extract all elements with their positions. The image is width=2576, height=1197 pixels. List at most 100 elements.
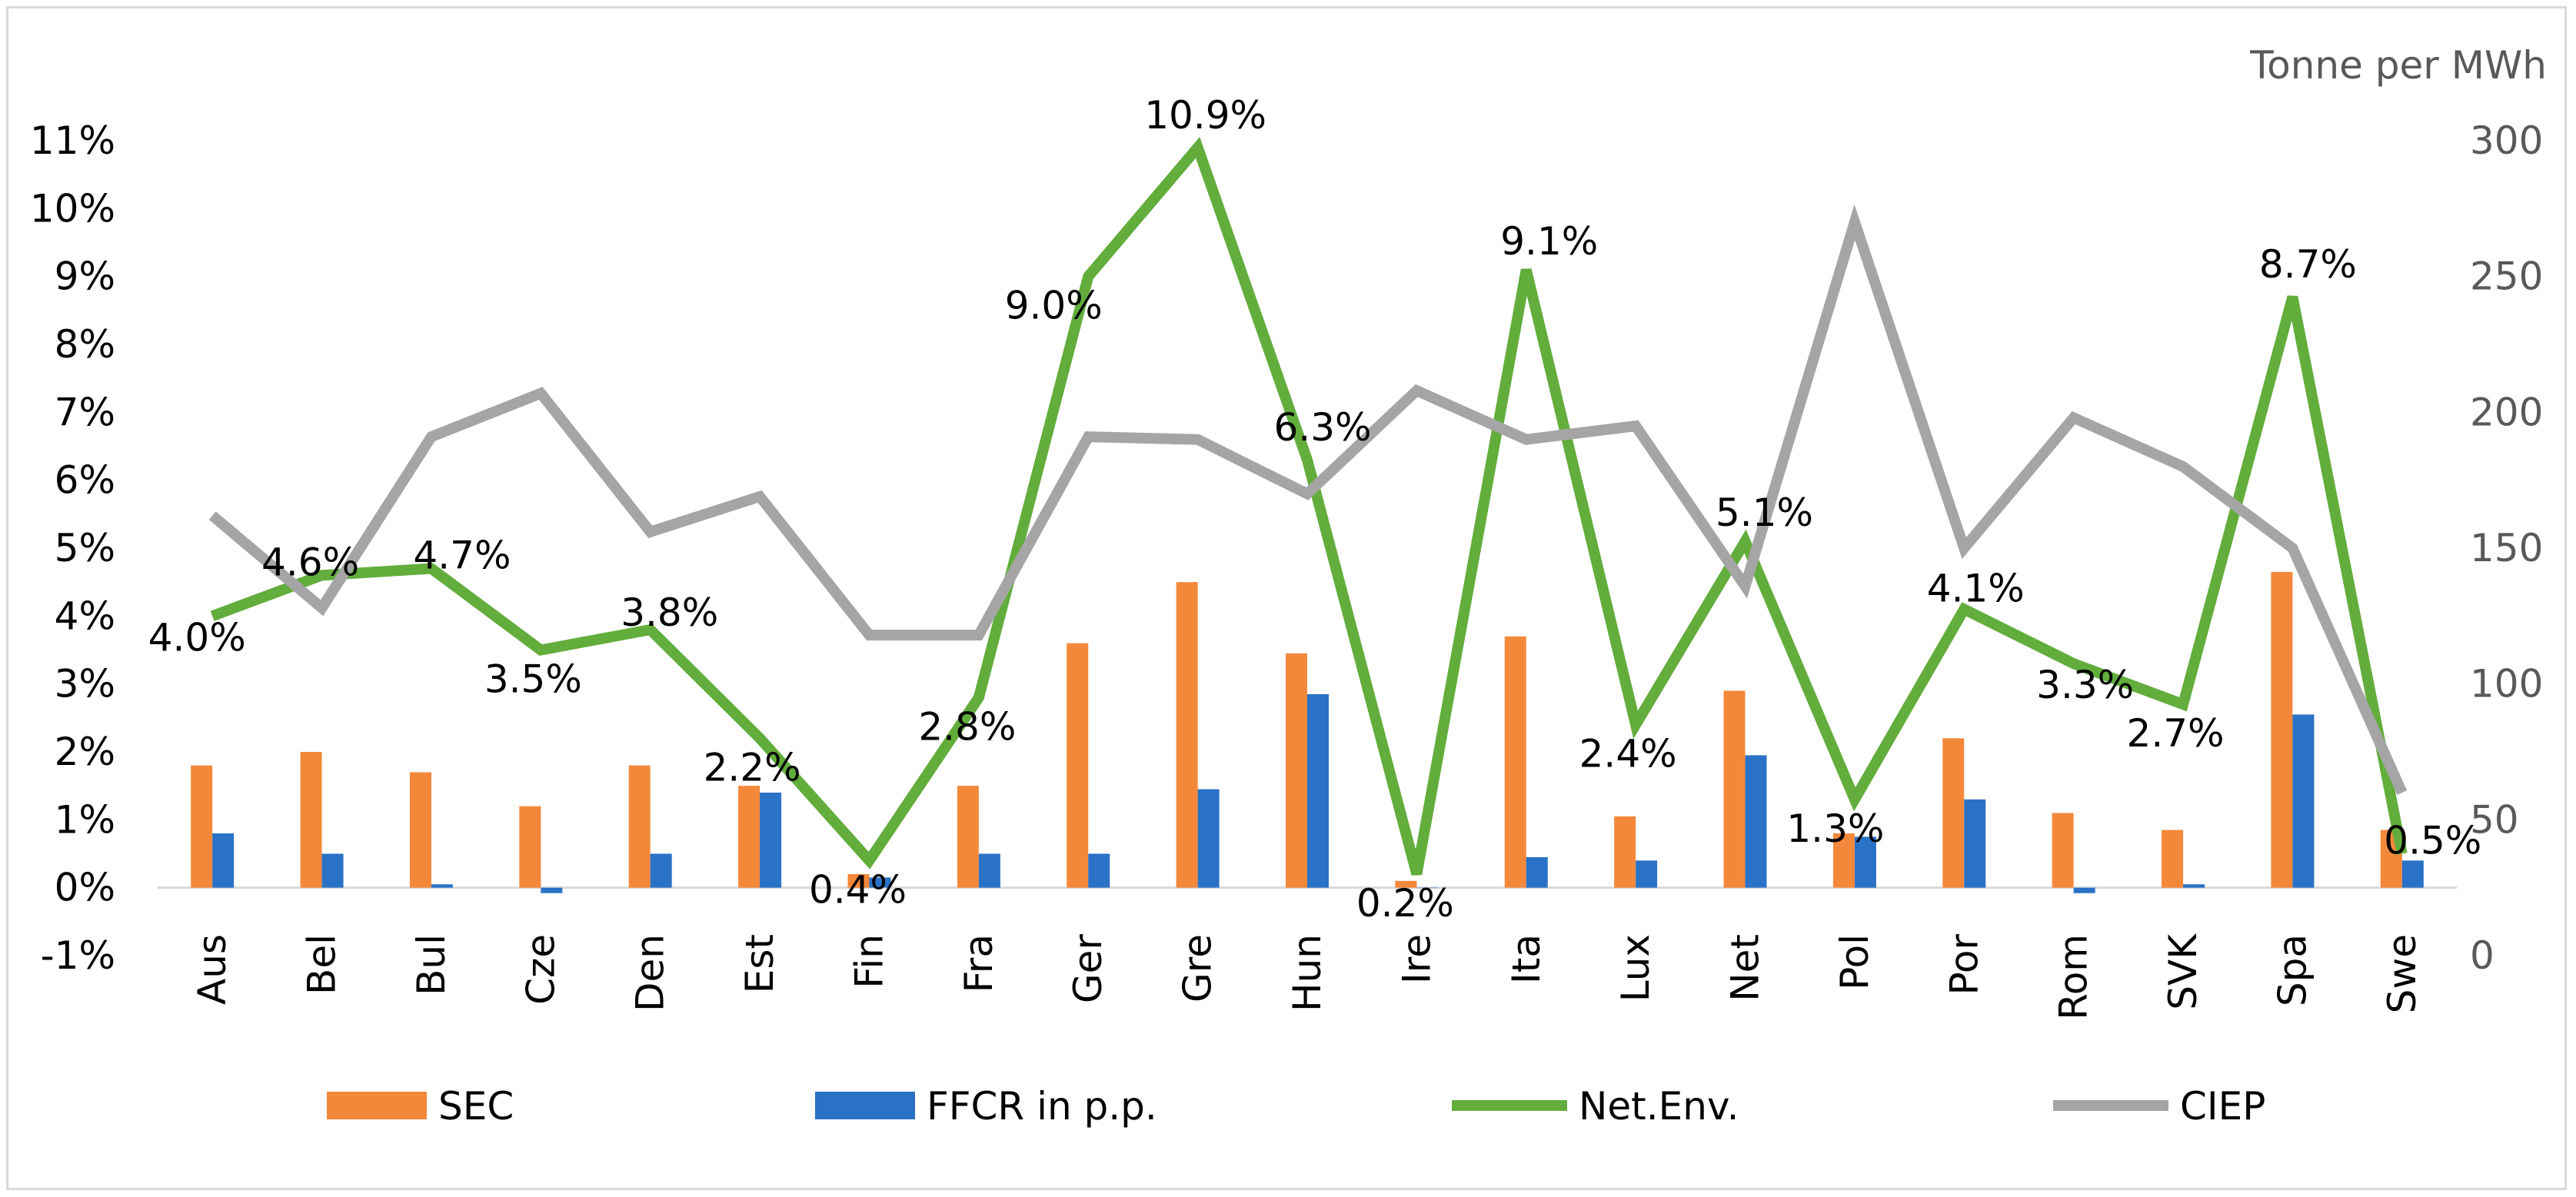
net-env-data-label: 4.6% xyxy=(261,540,359,584)
bar-ffcr-in-p-p- xyxy=(2292,714,2315,888)
right-tick-label: 100 xyxy=(2470,662,2543,707)
bar-ffcr-in-p-p- xyxy=(1745,755,1767,888)
chart-frame xyxy=(6,6,2567,1190)
x-category-label: Gre xyxy=(1176,934,1220,1002)
net-env-data-label: 3.8% xyxy=(621,590,718,635)
legend-label: CIEP xyxy=(2180,1084,2265,1129)
left-tick-label: 6% xyxy=(55,458,115,503)
net-env-data-label: 0.2% xyxy=(1356,881,1454,926)
x-category-label: Net xyxy=(1723,934,1768,1002)
net-env-data-label: 2.8% xyxy=(918,704,1016,749)
left-axis: 11% 10% 9% 8% 7% 6% 5% 4% 3% 2% 1% 0% -1% xyxy=(30,118,115,978)
net-env-data-label: 0.5% xyxy=(2384,819,2481,863)
x-category-label: Fin xyxy=(847,934,891,989)
net-env-data-label: 6.3% xyxy=(1273,405,1371,450)
bar-sec xyxy=(300,752,322,888)
legend-label: FFCR in p.p. xyxy=(927,1084,1157,1129)
right-tick-label: 250 xyxy=(2470,254,2543,299)
net-env-data-label: 9.1% xyxy=(1500,219,1598,264)
bar-sec xyxy=(738,786,760,888)
legend: SEC FFCR in p.p. Net.Env. CIEP xyxy=(327,1084,2265,1129)
bar-ffcr-in-p-p- xyxy=(212,833,235,888)
bar-ffcr-in-p-p- xyxy=(1526,856,1548,888)
bar-sec xyxy=(628,765,651,888)
line-ciep xyxy=(208,204,2408,795)
bar-ffcr-in-p-p- xyxy=(321,853,344,888)
right-axis-title: Tonne per MWh xyxy=(2249,43,2547,88)
x-category-label: Bul xyxy=(409,934,454,996)
bar-ffcr-in-p-p- xyxy=(541,887,563,893)
x-category-label: Ger xyxy=(1066,934,1110,1004)
x-category-label: Bel xyxy=(300,934,344,995)
x-category-label: Den xyxy=(628,934,673,1012)
left-tick-label: 5% xyxy=(55,526,115,570)
x-category-label: Pol xyxy=(1832,934,1877,990)
x-category-label: Aus xyxy=(190,934,235,1005)
left-tick-label: 7% xyxy=(55,390,115,434)
x-category-label: Por xyxy=(1942,934,1986,996)
net-env-data-label: 4.7% xyxy=(413,534,511,578)
x-category-label: Lux xyxy=(1613,934,1658,1002)
net-env-data-label: 0.4% xyxy=(809,867,907,912)
bar-ffcr-in-p-p- xyxy=(1307,693,1329,888)
x-category-label: Est xyxy=(737,934,782,993)
x-category-label: Ire xyxy=(1394,934,1439,984)
legend-label: SEC xyxy=(438,1084,514,1129)
net-env-data-label: 1.3% xyxy=(1786,806,1884,851)
bar-layer xyxy=(191,571,2424,893)
left-tick-label: 11% xyxy=(30,118,115,163)
bar-sec xyxy=(2052,813,2074,888)
bar-sec xyxy=(1176,582,1198,888)
bar-sec xyxy=(1942,738,1965,888)
right-tick-label: 50 xyxy=(2470,797,2519,842)
bar-ffcr-in-p-p- xyxy=(1854,836,1876,888)
bar-sec xyxy=(2271,571,2293,888)
x-category-label: Rom xyxy=(2052,934,2096,1020)
legend-swatch-sec xyxy=(327,1092,427,1119)
bar-sec xyxy=(1395,880,1417,888)
left-tick-label: 3% xyxy=(55,662,115,707)
bar-ffcr-in-p-p- xyxy=(431,884,453,888)
x-category-label: Hun xyxy=(1285,934,1330,1012)
bar-ffcr-in-p-p- xyxy=(978,853,1000,888)
bar-sec xyxy=(847,874,870,888)
left-tick-label: 1% xyxy=(55,797,115,842)
net-env-data-label: 4.0% xyxy=(148,615,246,660)
bar-sec xyxy=(2162,830,2184,888)
left-tick-label: -1% xyxy=(41,933,115,978)
net-env-data-label: 3.5% xyxy=(484,657,582,702)
bar-sec xyxy=(957,786,979,888)
bar-sec xyxy=(519,806,541,888)
bar-sec xyxy=(1614,816,1636,888)
right-tick-label: 0 xyxy=(2470,933,2494,978)
left-tick-label: 9% xyxy=(55,254,115,299)
net-env-data-label: 3.3% xyxy=(2036,663,2134,707)
bar-ffcr-in-p-p- xyxy=(2183,884,2205,888)
legend-label: Net.Env. xyxy=(1579,1084,1739,1129)
net-env-data-label: 10.9% xyxy=(1144,93,1266,138)
bar-sec xyxy=(409,772,431,888)
x-category-label: SVK xyxy=(2161,933,2205,1010)
left-tick-label: 2% xyxy=(55,730,115,774)
net-env-data-label: 2.7% xyxy=(2127,711,2225,756)
x-category-label: Ita xyxy=(1504,934,1549,984)
bar-ffcr-in-p-p- xyxy=(1197,789,1220,888)
net-env-data-label: 2.2% xyxy=(704,745,801,790)
bar-ffcr-in-p-p- xyxy=(650,853,672,888)
bar-sec xyxy=(1067,643,1089,888)
net-env-data-label: 9.0% xyxy=(1005,284,1103,328)
bar-ffcr-in-p-p- xyxy=(1416,887,1439,889)
bar-ffcr-in-p-p- xyxy=(2401,860,2424,888)
x-category-label: Fra xyxy=(957,934,1001,993)
bar-ffcr-in-p-p- xyxy=(869,877,891,888)
x-axis: Aus Bel Bul Cze Den Est Fin Fra Ger Gre Hun Ire Ita L… xyxy=(190,933,2425,1020)
bar-sec xyxy=(1832,833,1855,888)
line-net-env- xyxy=(210,136,2408,876)
bar-sec xyxy=(1504,636,1526,888)
bar-sec xyxy=(1723,690,1746,888)
data-label-layer: 4.0% 4.6% 4.7% 3.5% 3.8% 2.2% 0.4% 2.8% 9.0% 10.9… xyxy=(148,93,2482,926)
line-layer xyxy=(208,136,2408,876)
right-tick-label: 200 xyxy=(2470,390,2543,434)
net-env-data-label: 8.7% xyxy=(2259,242,2357,287)
